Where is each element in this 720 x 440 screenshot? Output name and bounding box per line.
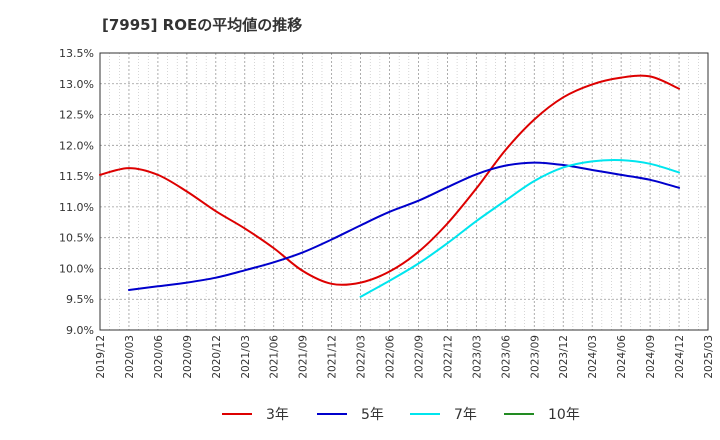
x-tick-label: 2023/06 bbox=[500, 335, 512, 379]
legend-label-2: 7年 bbox=[454, 407, 477, 423]
x-tick-label: 2024/09 bbox=[645, 335, 657, 379]
chart-title: [7995] ROEの平均値の推移 bbox=[102, 16, 303, 34]
x-tick-label: 2022/03 bbox=[356, 335, 368, 379]
y-tick-label: 10.5% bbox=[59, 232, 94, 245]
y-tick-label: 13.5% bbox=[59, 47, 94, 60]
legend-label-3: 10年 bbox=[548, 407, 580, 423]
y-tick-label: 10.0% bbox=[59, 262, 94, 275]
x-tick-label: 2020/09 bbox=[182, 335, 194, 379]
y-tick-label: 13.0% bbox=[59, 78, 94, 91]
x-tick-label: 2020/12 bbox=[211, 335, 223, 379]
series-line-2 bbox=[359, 158, 681, 298]
x-tick-label: 2022/06 bbox=[385, 335, 397, 379]
y-tick-label: 11.5% bbox=[59, 170, 94, 183]
x-tick-label: 2023/12 bbox=[558, 335, 570, 379]
x-tick-label: 2021/03 bbox=[240, 335, 252, 379]
legend-label-0: 3年 bbox=[266, 407, 289, 423]
series-layer bbox=[99, 74, 681, 298]
x-tick-label: 2022/12 bbox=[442, 335, 454, 379]
y-tick-label: 9.0% bbox=[66, 324, 94, 337]
y-tick-label: 12.5% bbox=[59, 109, 94, 122]
x-tick-label: 2025/03 bbox=[703, 335, 715, 379]
x-tick-label: 2019/12 bbox=[95, 335, 107, 379]
y-tick-label: 12.0% bbox=[59, 139, 94, 152]
x-tick-label: 2023/09 bbox=[529, 335, 541, 379]
x-tick-label: 2021/12 bbox=[327, 335, 339, 379]
x-tick-label: 2020/06 bbox=[153, 335, 165, 379]
legend-label-1: 5年 bbox=[361, 407, 384, 423]
x-tick-label: 2020/03 bbox=[124, 335, 136, 379]
y-tick-label: 11.0% bbox=[59, 201, 94, 214]
series-line-1 bbox=[127, 161, 681, 291]
x-tick-label: 2024/12 bbox=[674, 335, 686, 379]
y-tick-label: 9.5% bbox=[66, 293, 94, 306]
y-axis-ticks: 9.0% 9.5% 10.0% 10.5% 11.0% 11.5% 12.0% 12.5% 13… bbox=[59, 47, 94, 337]
legend: 3年 5年 7年 10年 bbox=[222, 407, 580, 423]
grid-layer bbox=[99, 52, 709, 331]
plot-frame bbox=[99, 52, 709, 331]
x-tick-label: 2024/06 bbox=[616, 335, 628, 379]
x-tick-label: 2021/09 bbox=[298, 335, 310, 379]
x-tick-label: 2024/03 bbox=[587, 335, 599, 379]
x-tick-label: 2021/06 bbox=[269, 335, 281, 379]
x-axis-ticks: 2019/12 2020/03 2020/06 2020/09 2020/12 2021/… bbox=[95, 335, 715, 379]
series-line-0 bbox=[99, 74, 681, 286]
x-tick-label: 2023/03 bbox=[471, 335, 483, 379]
x-tick-label: 2022/09 bbox=[413, 335, 425, 379]
